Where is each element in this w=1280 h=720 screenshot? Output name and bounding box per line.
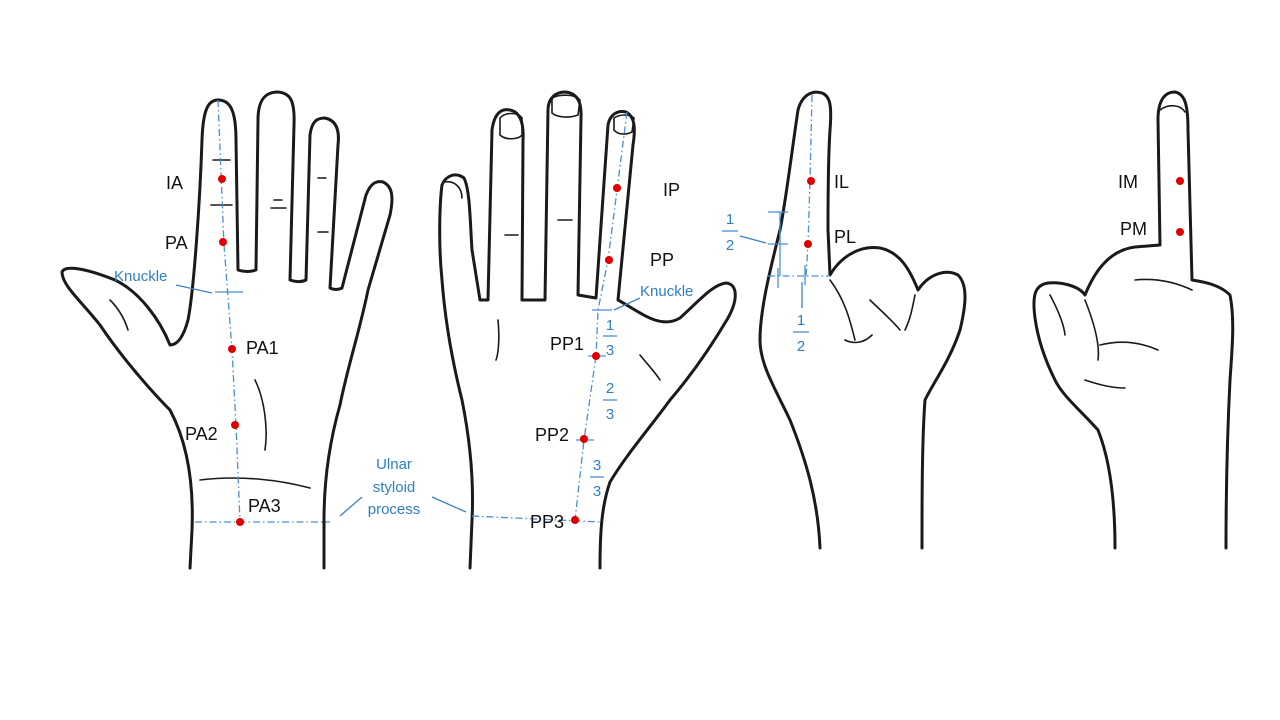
label-ia: IA — [166, 173, 183, 193]
fraction-half-2-num: 1 — [797, 312, 805, 329]
hand-4-crease — [1049, 104, 1193, 389]
fraction-1-3-den: 3 — [606, 342, 614, 359]
fraction-two-thirds: 2 3 — [603, 380, 617, 423]
hand-4-fist: IM PM — [1032, 90, 1235, 550]
ulnar-styloid-annotation: Ulnar styloid process — [339, 456, 467, 518]
label-knuckle-1: Knuckle — [114, 268, 167, 285]
hand-2-outline — [438, 90, 737, 570]
fraction-half-2-den: 2 — [797, 338, 805, 355]
point-pp1 — [592, 352, 600, 360]
hand-3-arrow-left — [739, 235, 767, 244]
point-pl — [804, 240, 812, 248]
label-pp2: PP2 — [535, 425, 569, 445]
point-ia — [218, 175, 226, 183]
hand-1-knuckle-arrow — [175, 284, 213, 294]
fraction-half-1-num: 1 — [726, 211, 734, 228]
fraction-1-3-num: 1 — [606, 317, 614, 334]
hand-2-crease — [443, 94, 661, 381]
hand-2-palmar: IP PP PP1 PP2 PP3 Knuckle 1 3 2 3 3 3 — [438, 90, 737, 570]
hand-1-dorsal: IA PA PA1 PA2 PA3 Knuckle — [60, 90, 394, 570]
hand-3-lateral: IL PL 1 2 1 2 — [722, 90, 967, 550]
point-pa1 — [228, 345, 236, 353]
ulnar-arrow-right — [431, 496, 467, 513]
fraction-three-thirds: 3 3 — [590, 457, 604, 500]
hand-1-crease — [109, 159, 329, 489]
ulnar-line-2: styloid — [373, 479, 416, 496]
label-pa3: PA3 — [248, 496, 281, 516]
fraction-half-1-den: 2 — [726, 237, 734, 254]
point-pp — [605, 256, 613, 264]
label-pa: PA — [165, 233, 188, 253]
ulnar-arrow-left — [339, 496, 363, 517]
label-pm: PM — [1120, 219, 1147, 239]
fraction-3-3-den: 3 — [593, 483, 601, 500]
fraction-2-3-num: 2 — [606, 380, 614, 397]
label-im: IM — [1118, 172, 1138, 192]
point-pa2 — [231, 421, 239, 429]
label-il: IL — [834, 172, 849, 192]
point-il — [807, 177, 815, 185]
point-ip — [613, 184, 621, 192]
hand-3-outline — [758, 90, 967, 550]
hand-3-axis — [768, 94, 830, 277]
label-pp: PP — [650, 250, 674, 270]
label-ip: IP — [663, 180, 680, 200]
label-pa2: PA2 — [185, 424, 218, 444]
point-pp3 — [571, 516, 579, 524]
point-pp2 — [580, 435, 588, 443]
ulnar-line-1: Ulnar — [376, 456, 412, 473]
point-im — [1176, 177, 1184, 185]
point-pa — [219, 238, 227, 246]
point-pm — [1176, 228, 1184, 236]
label-pl: PL — [834, 227, 856, 247]
hand-4-outline — [1032, 90, 1235, 550]
fraction-one-third: 1 3 — [603, 317, 617, 359]
hand-1-outline — [60, 90, 394, 570]
hand-2-knuckle-arrow — [613, 297, 641, 311]
fraction-half-left: 1 2 — [722, 211, 738, 254]
fraction-half-bottom: 1 2 — [793, 312, 809, 355]
label-pp3: PP3 — [530, 512, 564, 532]
fraction-2-3-den: 3 — [606, 406, 614, 423]
ulnar-line-3: process — [368, 501, 421, 518]
fraction-3-3-num: 3 — [593, 457, 601, 474]
hand-3-crease — [829, 279, 916, 344]
label-knuckle-2: Knuckle — [640, 283, 693, 300]
label-pp1: PP1 — [550, 334, 584, 354]
point-pa3 — [236, 518, 244, 526]
label-pa1: PA1 — [246, 338, 279, 358]
